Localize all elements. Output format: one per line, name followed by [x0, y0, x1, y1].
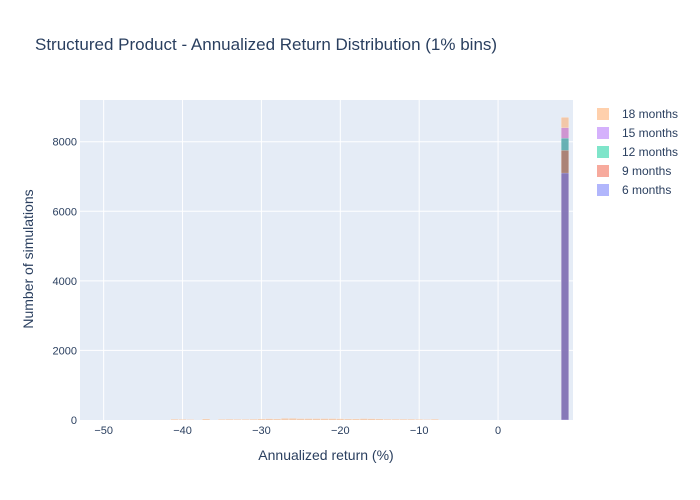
histogram-bar	[186, 419, 195, 421]
legend-label: 15 months	[622, 126, 678, 140]
x-tick-label: 0	[495, 425, 501, 437]
histogram-bar	[312, 418, 321, 421]
chart-title: Structured Product - Annualized Return D…	[35, 35, 497, 54]
y-tick-label: 2000	[53, 345, 77, 357]
histogram-bar	[296, 418, 305, 421]
legend-label: 12 months	[622, 145, 678, 159]
histogram-bar	[423, 419, 431, 421]
histogram-bar	[367, 418, 376, 421]
histogram-bar	[344, 418, 352, 421]
histogram-bar	[430, 419, 439, 421]
histogram-bar	[375, 418, 384, 421]
histogram-bar	[336, 418, 345, 421]
legend-swatch	[597, 165, 609, 177]
x-tick-label: −40	[173, 425, 192, 437]
histogram-bar	[288, 418, 297, 421]
histogram-bar	[273, 418, 281, 421]
y-tick-label: 0	[71, 415, 77, 427]
legend-item[interactable]: 15 months	[597, 126, 678, 140]
histogram-bar	[202, 418, 210, 421]
histogram-bar	[265, 418, 274, 421]
histogram-bar	[281, 418, 289, 421]
legend-label: 18 months	[622, 107, 678, 121]
histogram-bar	[304, 418, 313, 421]
y-axis-ticks: 0 2000 4000 6000 8000	[53, 137, 77, 427]
histogram-bar	[217, 419, 226, 421]
bars	[170, 117, 569, 421]
x-axis-ticks: −50 −40 −30 −20 −10 0	[94, 425, 501, 437]
legend-swatch	[597, 127, 609, 139]
x-tick-label: −10	[410, 425, 429, 437]
y-axis-title: Number of simulations	[20, 189, 36, 328]
histogram-bar	[352, 418, 360, 421]
histogram-bar	[561, 172, 569, 421]
grid	[80, 100, 573, 420]
histogram-bar	[170, 419, 179, 421]
histogram-bar	[257, 418, 266, 421]
x-tick-label: −20	[331, 425, 350, 437]
legend-label: 9 months	[622, 164, 671, 178]
histogram-bar	[241, 419, 250, 421]
legend-label: 6 months	[622, 183, 671, 197]
legend-swatch	[597, 108, 609, 120]
histogram-bar	[225, 419, 234, 421]
histogram-bar	[407, 419, 416, 421]
y-tick-label: 6000	[53, 206, 77, 218]
histogram-bar	[233, 419, 242, 421]
histogram-bar	[415, 419, 423, 421]
plot-area	[80, 100, 573, 420]
legend-swatch	[597, 146, 609, 158]
legend[interactable]: 18 months 15 months 12 months 9 months 6 mon…	[597, 107, 678, 197]
legend-item[interactable]: 18 months	[597, 107, 678, 121]
histogram-bar	[178, 419, 187, 421]
histogram-bar	[383, 419, 392, 421]
histogram-bar	[359, 418, 368, 421]
legend-item[interactable]: 9 months	[597, 164, 671, 178]
legend-item[interactable]: 12 months	[597, 145, 678, 159]
legend-swatch	[597, 184, 609, 196]
x-tick-label: −50	[94, 425, 113, 437]
y-tick-label: 8000	[53, 137, 77, 149]
histogram-bar	[249, 419, 258, 421]
y-tick-label: 4000	[53, 276, 77, 288]
histogram-bar	[391, 419, 400, 421]
legend-item[interactable]: 6 months	[597, 183, 671, 197]
x-axis-title: Annualized return (%)	[258, 447, 393, 463]
histogram-bar	[328, 418, 337, 421]
histogram-bar	[399, 419, 408, 421]
x-tick-label: −30	[252, 425, 271, 437]
histogram-bar	[320, 418, 329, 421]
